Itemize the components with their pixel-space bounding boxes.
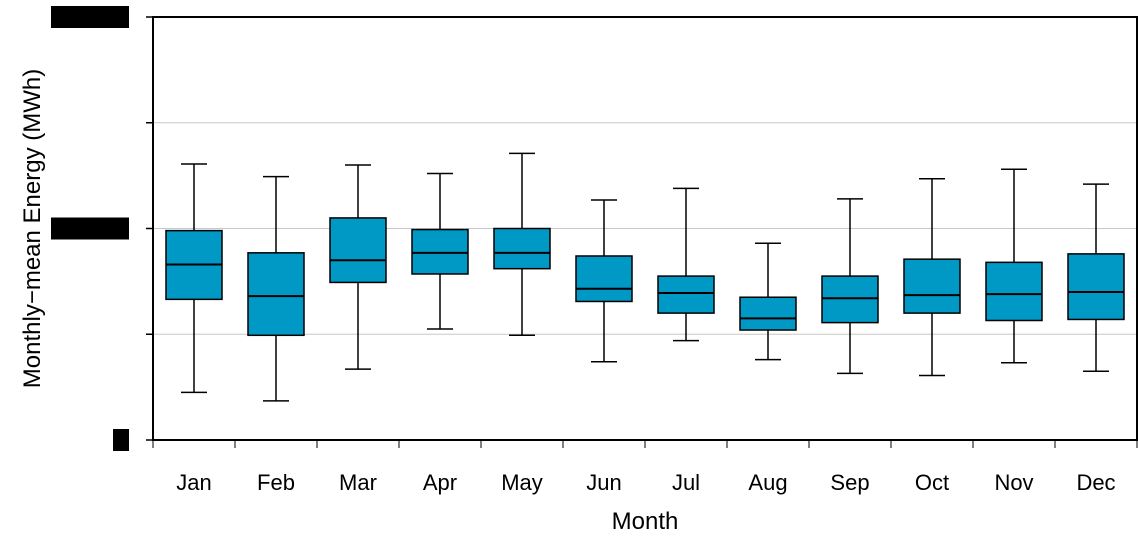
x-axis-ticks: Jan Feb Mar Apr May Jun Jul Aug Sep Oct Nov Dec [152, 440, 1138, 495]
x-tick-label: Jan [176, 470, 211, 495]
iqr-box [657, 275, 715, 314]
box-may [493, 152, 551, 337]
x-tick-label: Mar [339, 470, 377, 495]
x-tick-label: Dec [1076, 470, 1115, 495]
box-jun [575, 199, 633, 363]
box-series [165, 152, 1125, 402]
iqr-box [985, 261, 1043, 322]
x-tick-label: Aug [748, 470, 787, 495]
box-nov [985, 168, 1043, 364]
iqr-box [739, 296, 797, 331]
box-dec [1067, 183, 1125, 373]
y-axis-title: Monthly−mean Energy (MWh) [19, 69, 46, 388]
x-tick-label: Nov [994, 470, 1033, 495]
box-jul [657, 187, 715, 342]
x-tick-label: Jun [586, 470, 621, 495]
x-tick-label: Apr [423, 470, 457, 495]
iqr-box [821, 275, 879, 324]
iqr-box [575, 255, 633, 303]
x-tick-label: Sep [830, 470, 869, 495]
x-axis-title: Month [612, 508, 679, 535]
iqr-box [411, 228, 469, 275]
box-aug [739, 242, 797, 361]
y-tick-label-redacted [113, 429, 129, 451]
x-tick-label: Jul [672, 470, 700, 495]
box-mar [329, 164, 387, 370]
grid-lines [153, 122, 1137, 335]
y-axis-ticks [51, 6, 153, 451]
iqr-box [247, 252, 305, 337]
box-apr [411, 172, 469, 330]
box-jan [165, 163, 223, 394]
box-oct [903, 178, 961, 377]
x-tick-label: Feb [257, 470, 295, 495]
y-tick-label-redacted [51, 6, 129, 28]
iqr-box [1067, 253, 1125, 321]
iqr-box [903, 258, 961, 314]
x-tick-label: Oct [915, 470, 949, 495]
x-tick-label: May [501, 470, 543, 495]
y-tick-label-redacted [51, 217, 129, 240]
box-sep [821, 198, 879, 375]
box-feb [247, 175, 305, 402]
iqr-box [493, 227, 551, 270]
iqr-box [329, 217, 387, 284]
